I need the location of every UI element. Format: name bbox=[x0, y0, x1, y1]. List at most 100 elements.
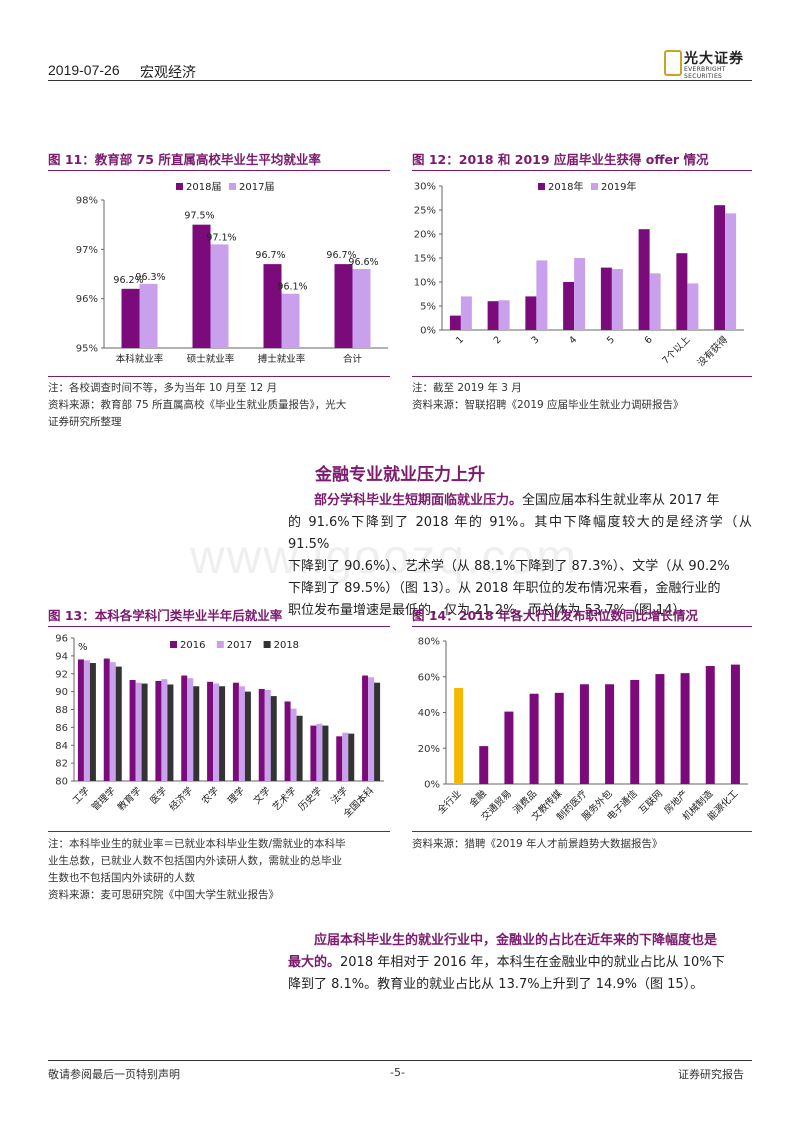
fig13-bar bbox=[141, 683, 148, 781]
fig14-y-tick-label: 40% bbox=[418, 708, 440, 719]
fig13-bottom-rule bbox=[48, 831, 390, 832]
fig13-bar bbox=[336, 736, 343, 781]
company-logo: 光大证券 EVERBRIGHT SECURITIES bbox=[664, 48, 754, 80]
fig11-data-label: 96.7% bbox=[326, 250, 356, 261]
fig13-bar bbox=[83, 660, 90, 781]
fig12-legend-label: 2018年 bbox=[548, 180, 583, 193]
page-number: -5- bbox=[390, 1066, 405, 1079]
fig11-data-label: 97.1% bbox=[206, 232, 236, 243]
paragraph-2-line-3: 降到了 8.1%。教育业的就业占比从 13.7%上升到了 14.9%（图 15）… bbox=[288, 977, 704, 992]
fig12-bar bbox=[600, 267, 612, 330]
fig11-data-label: 96.7% bbox=[255, 250, 285, 261]
fig14-title: 图 14：2018 年各大行业发布职位数同比增长情况 bbox=[412, 608, 698, 623]
report-date: 2019-07-26 bbox=[48, 62, 120, 78]
fig12-bar bbox=[714, 205, 726, 330]
fig13-bar bbox=[238, 686, 245, 781]
fig12-x-tick-label: 4 bbox=[567, 334, 579, 346]
fig13-y-unit: % bbox=[78, 642, 88, 653]
fig11-data-label: 96.6% bbox=[348, 257, 378, 268]
fig11-chart: 95% 96% 97% 98% 96.2%96.3% 本科就业率 97.5% 97.1% 硕士就… bbox=[76, 181, 388, 365]
fig12-x-tick-label: 2 bbox=[492, 334, 504, 346]
fig11-legend-swatch bbox=[176, 183, 183, 190]
fig13-bar bbox=[270, 696, 277, 781]
fig14-bar bbox=[479, 746, 489, 784]
fig14-bar bbox=[705, 666, 715, 784]
fig13-x-tick-label: 理学 bbox=[225, 785, 247, 807]
fig13-bar bbox=[219, 686, 226, 781]
fig12-x-tick-label: 没有获得 bbox=[695, 333, 731, 369]
fig13-legend-swatch bbox=[170, 641, 177, 648]
paragraph-2-lead: 应届本科毕业生的就业行业中，金融业的占比在近年来的下降幅度也是 bbox=[314, 933, 718, 948]
fig13-bar bbox=[258, 688, 265, 781]
fig11-bar bbox=[139, 283, 158, 348]
fig14-y-tick-label: 80% bbox=[418, 637, 440, 648]
fig12-y-tick-label: 10% bbox=[414, 278, 436, 289]
fig13-bar bbox=[187, 678, 194, 781]
fig13-bar bbox=[135, 682, 142, 781]
fig14-bar bbox=[579, 684, 589, 784]
fig11-bar bbox=[192, 224, 211, 348]
fig14-y-tick-label: 60% bbox=[418, 672, 440, 683]
fig14-bar bbox=[655, 674, 665, 784]
fig11-note: 注：各校调查时间不等，多为当年 10 月至 12 月 bbox=[48, 382, 278, 394]
fig12-y-tick-label: 25% bbox=[414, 206, 436, 217]
paragraph-1-line-2: 的 91.6%下降到了 2018 年的 91%。其中下降幅度较大的是经济学（从 … bbox=[288, 515, 752, 552]
paragraph-1: 部分学科毕业生短期面临就业压力。全国应届本科生就业率从 2017 年 的 91.… bbox=[288, 490, 752, 622]
fig13-x-tick-label: 文学 bbox=[251, 785, 273, 807]
fig14-x-tick-label: 全行业 bbox=[435, 788, 464, 817]
fig11-source-2: 证券研究所整理 bbox=[48, 416, 122, 428]
fig11-y-tick-label: 97% bbox=[76, 245, 98, 256]
fig12-x-tick-label: 5 bbox=[605, 334, 617, 346]
fig11-rule bbox=[48, 170, 390, 171]
fig13-x-tick-label: 法学 bbox=[328, 785, 350, 807]
fig14-bar bbox=[454, 688, 464, 784]
fig13-bar bbox=[161, 679, 168, 781]
fig11-data-label: 96.3% bbox=[135, 272, 165, 283]
fig12-legend-swatch bbox=[591, 183, 598, 190]
fig11-data-label: 96.1% bbox=[277, 282, 307, 293]
fig12-bar bbox=[536, 260, 548, 330]
fig12-bar bbox=[460, 296, 472, 330]
fig14-bar bbox=[529, 693, 539, 784]
fig13-x-tick-label: 经济学 bbox=[167, 785, 196, 814]
fig13-bar bbox=[181, 675, 188, 781]
fig12-bar bbox=[725, 213, 737, 330]
section-title: 金融专业就业压力上升 bbox=[315, 465, 485, 485]
fig13-bar bbox=[316, 723, 323, 781]
fig13-bar bbox=[348, 733, 355, 781]
fig11-title: 图 11：教育部 75 所直属高校毕业生平均就业率 bbox=[48, 152, 321, 167]
fig12-bar bbox=[498, 300, 510, 330]
fig12-legend-label: 2019年 bbox=[601, 180, 636, 193]
fig13-bar bbox=[115, 666, 122, 781]
fig12-note: 注：截至 2019 年 3 月 bbox=[412, 382, 522, 394]
fig11-bar bbox=[352, 269, 371, 348]
fig13-bar bbox=[129, 680, 136, 781]
fig13-bar bbox=[362, 675, 369, 781]
fig12-x-tick-label: 6 bbox=[643, 334, 655, 346]
fig11-bar bbox=[121, 288, 140, 348]
fig11-bar bbox=[281, 293, 300, 348]
fig13-y-tick-label: 96 bbox=[55, 634, 68, 645]
fig12-bar bbox=[676, 253, 688, 330]
fig14-bar bbox=[630, 679, 640, 784]
fig13-bar bbox=[368, 677, 375, 781]
paragraph-2: 应届本科毕业生的就业行业中，金融业的占比在近年来的下降幅度也是 最大的。2018… bbox=[288, 930, 752, 996]
fig13-legend-swatch bbox=[216, 641, 224, 648]
paragraph-2-line-2: 2018 年相对于 2016 年，本科生在金融业中的就业占比从 10%下 bbox=[340, 955, 725, 970]
paragraph-1-line-5: 职位发布量增速是最低的，仅为 21.2%，而总体为 53.7%（图 14）。 bbox=[288, 603, 693, 618]
fig11-data-label: 96.2% bbox=[113, 275, 143, 286]
fig13-bar bbox=[322, 725, 329, 781]
paragraph-1-line-4: 下降到了 89.5%）（图 13）。从 2018 年职位的发布情况来看，金融行业… bbox=[288, 581, 721, 596]
fig11-y-tick-label: 98% bbox=[76, 196, 98, 207]
fig14-source: 资料来源：猎聘《2019 年人才前景趋势大数据报告》 bbox=[412, 838, 663, 850]
fig14-chart: 0%20%40%60%80%全行业 金融交通贸易消费品文教传媒制药医疗服务外包电子… bbox=[418, 637, 748, 823]
fig13-bar bbox=[103, 658, 110, 781]
fig12-bar bbox=[563, 282, 575, 330]
logo-subtext: EVERBRIGHT SECURITIES bbox=[684, 66, 726, 80]
fig13-x-tick-label: 艺术学 bbox=[270, 785, 299, 814]
fig13-bar bbox=[89, 663, 96, 781]
footer-report-type: 证券研究报告 bbox=[678, 1068, 744, 1081]
fig13-note-3: 生数也不包括国内外读研的人数 bbox=[48, 872, 195, 884]
fig13-y-tick-label: 80 bbox=[55, 777, 68, 788]
fig11-bar bbox=[210, 244, 229, 348]
